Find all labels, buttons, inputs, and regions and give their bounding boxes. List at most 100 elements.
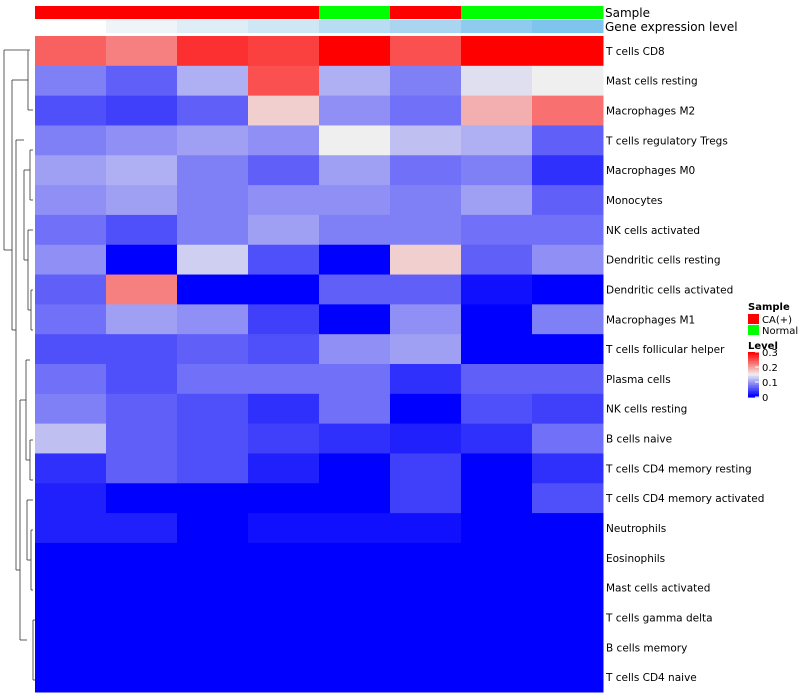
heatmap-cell: [390, 483, 462, 514]
expression-annotation-cell: [390, 20, 462, 33]
legend-gradient-step: [748, 355, 759, 358]
legend-gradient-step: [748, 353, 759, 356]
heatmap-cell: [35, 542, 107, 574]
heatmap-cell: [461, 155, 533, 186]
heatmap-cell: [106, 334, 178, 365]
heatmap-cell: [248, 572, 320, 604]
heatmap-cell: [532, 214, 604, 246]
heatmap-cell: [177, 393, 249, 425]
heatmap-cell: [177, 65, 249, 97]
heatmap-cell: [390, 602, 462, 633]
heatmap-cell: [532, 185, 604, 216]
heatmap-cell: [248, 274, 320, 305]
legend-sample-swatch: [748, 325, 759, 335]
expression-annotation-cell: [35, 20, 107, 33]
row-label: Macrophages M1: [606, 314, 695, 326]
heatmap-cell: [532, 304, 604, 335]
heatmap-cell: [461, 483, 533, 514]
heatmap-cell: [177, 155, 249, 186]
legend-gradient-step: [748, 373, 759, 376]
heatmap-cell: [106, 364, 178, 395]
heatmap-cell: [390, 393, 462, 425]
heatmap-cell: [177, 423, 249, 454]
heatmap-cell: [177, 453, 249, 484]
heatmap-cell: [106, 95, 178, 126]
legend-gradient-step: [748, 374, 759, 377]
legend-gradient-step: [748, 392, 759, 395]
heatmap-cell: [532, 513, 604, 544]
legend-gradient-step: [748, 380, 759, 383]
row-label: NK cells activated: [606, 225, 700, 237]
heatmap-cell: [248, 423, 320, 454]
heatmap-cell: [35, 65, 107, 97]
heatmap-cell: [319, 334, 391, 365]
row-label: Plasma cells: [606, 374, 671, 386]
row-label: Macrophages M0: [606, 165, 695, 177]
row-label: B cells naive: [606, 434, 672, 446]
heatmap-cell: [177, 572, 249, 604]
legend-gradient-step: [748, 361, 759, 364]
heatmap-cell: [319, 483, 391, 514]
legend-sample-label: Normal: [762, 326, 798, 337]
heatmap-cell: [461, 453, 533, 484]
row-label: T cells CD4 memory resting: [605, 463, 752, 475]
heatmap-cell: [106, 483, 178, 514]
heatmap-cell: [319, 65, 391, 97]
heatmap-cell: [532, 125, 604, 156]
heatmap-cell: [319, 36, 391, 67]
heatmap-cell: [390, 95, 462, 126]
heatmap-cell: [35, 602, 107, 633]
row-label: T cells CD4 memory activated: [605, 493, 764, 505]
legend-gradient-step: [748, 370, 759, 373]
row-label: T cells CD8: [605, 46, 665, 58]
heatmap-cell: [461, 662, 533, 693]
heatmap-cell: [106, 244, 178, 276]
heatmap-cell: [35, 36, 107, 67]
legend-gradient-step: [748, 368, 759, 371]
legend-gradient-step: [748, 364, 759, 367]
legend-gradient-step: [748, 394, 759, 397]
row-label: T cells CD4 naive: [605, 672, 697, 684]
heatmap-cell: [390, 513, 462, 544]
heatmap-cell: [319, 274, 391, 305]
heatmap-cell: [390, 662, 462, 693]
heatmap-cell: [390, 364, 462, 395]
heatmap-cell: [319, 304, 391, 335]
heatmap-cell: [177, 483, 249, 514]
heatmap-cell: [461, 393, 533, 425]
sample-annotation-cell: [461, 6, 533, 19]
heatmap-cell: [532, 95, 604, 126]
heatmap-cell: [248, 662, 320, 693]
heatmap-cell: [177, 364, 249, 395]
heatmap-cell: [177, 304, 249, 335]
heatmap-cell: [532, 453, 604, 484]
legend-level-tick: 0: [762, 393, 768, 404]
heatmap-cell: [461, 244, 533, 276]
sample-annotation-cell: [35, 6, 107, 19]
heatmap-cell: [461, 423, 533, 454]
heatmap-cell: [461, 185, 533, 216]
heatmap-cell: [461, 334, 533, 365]
heatmap-cell: [35, 513, 107, 544]
legend-gradient-step: [748, 388, 759, 391]
heatmap-cell: [461, 364, 533, 395]
heatmap-cell: [35, 304, 107, 335]
heatmap-cell: [35, 423, 107, 454]
heatmap-cell: [177, 185, 249, 216]
heatmap-cell: [248, 632, 320, 663]
legend-gradient-step: [748, 383, 759, 386]
row-label: NK cells resting: [606, 404, 687, 416]
row-label: T cells gamma delta: [605, 612, 713, 624]
legend-level-tick: 0.1: [762, 378, 778, 389]
heatmap-cell: [248, 393, 320, 425]
legend-gradient-step: [748, 377, 759, 380]
heatmap-cell: [319, 364, 391, 395]
expression-annotation-cell: [461, 20, 533, 33]
heatmap-cell: [35, 364, 107, 395]
legend-sample-title: Sample: [748, 302, 790, 313]
heatmap-cell: [177, 662, 249, 693]
heatmap-cell: [390, 453, 462, 484]
heatmap-cell: [319, 393, 391, 425]
sample-annotation-cell: [532, 6, 604, 19]
heatmap-cell: [390, 304, 462, 335]
